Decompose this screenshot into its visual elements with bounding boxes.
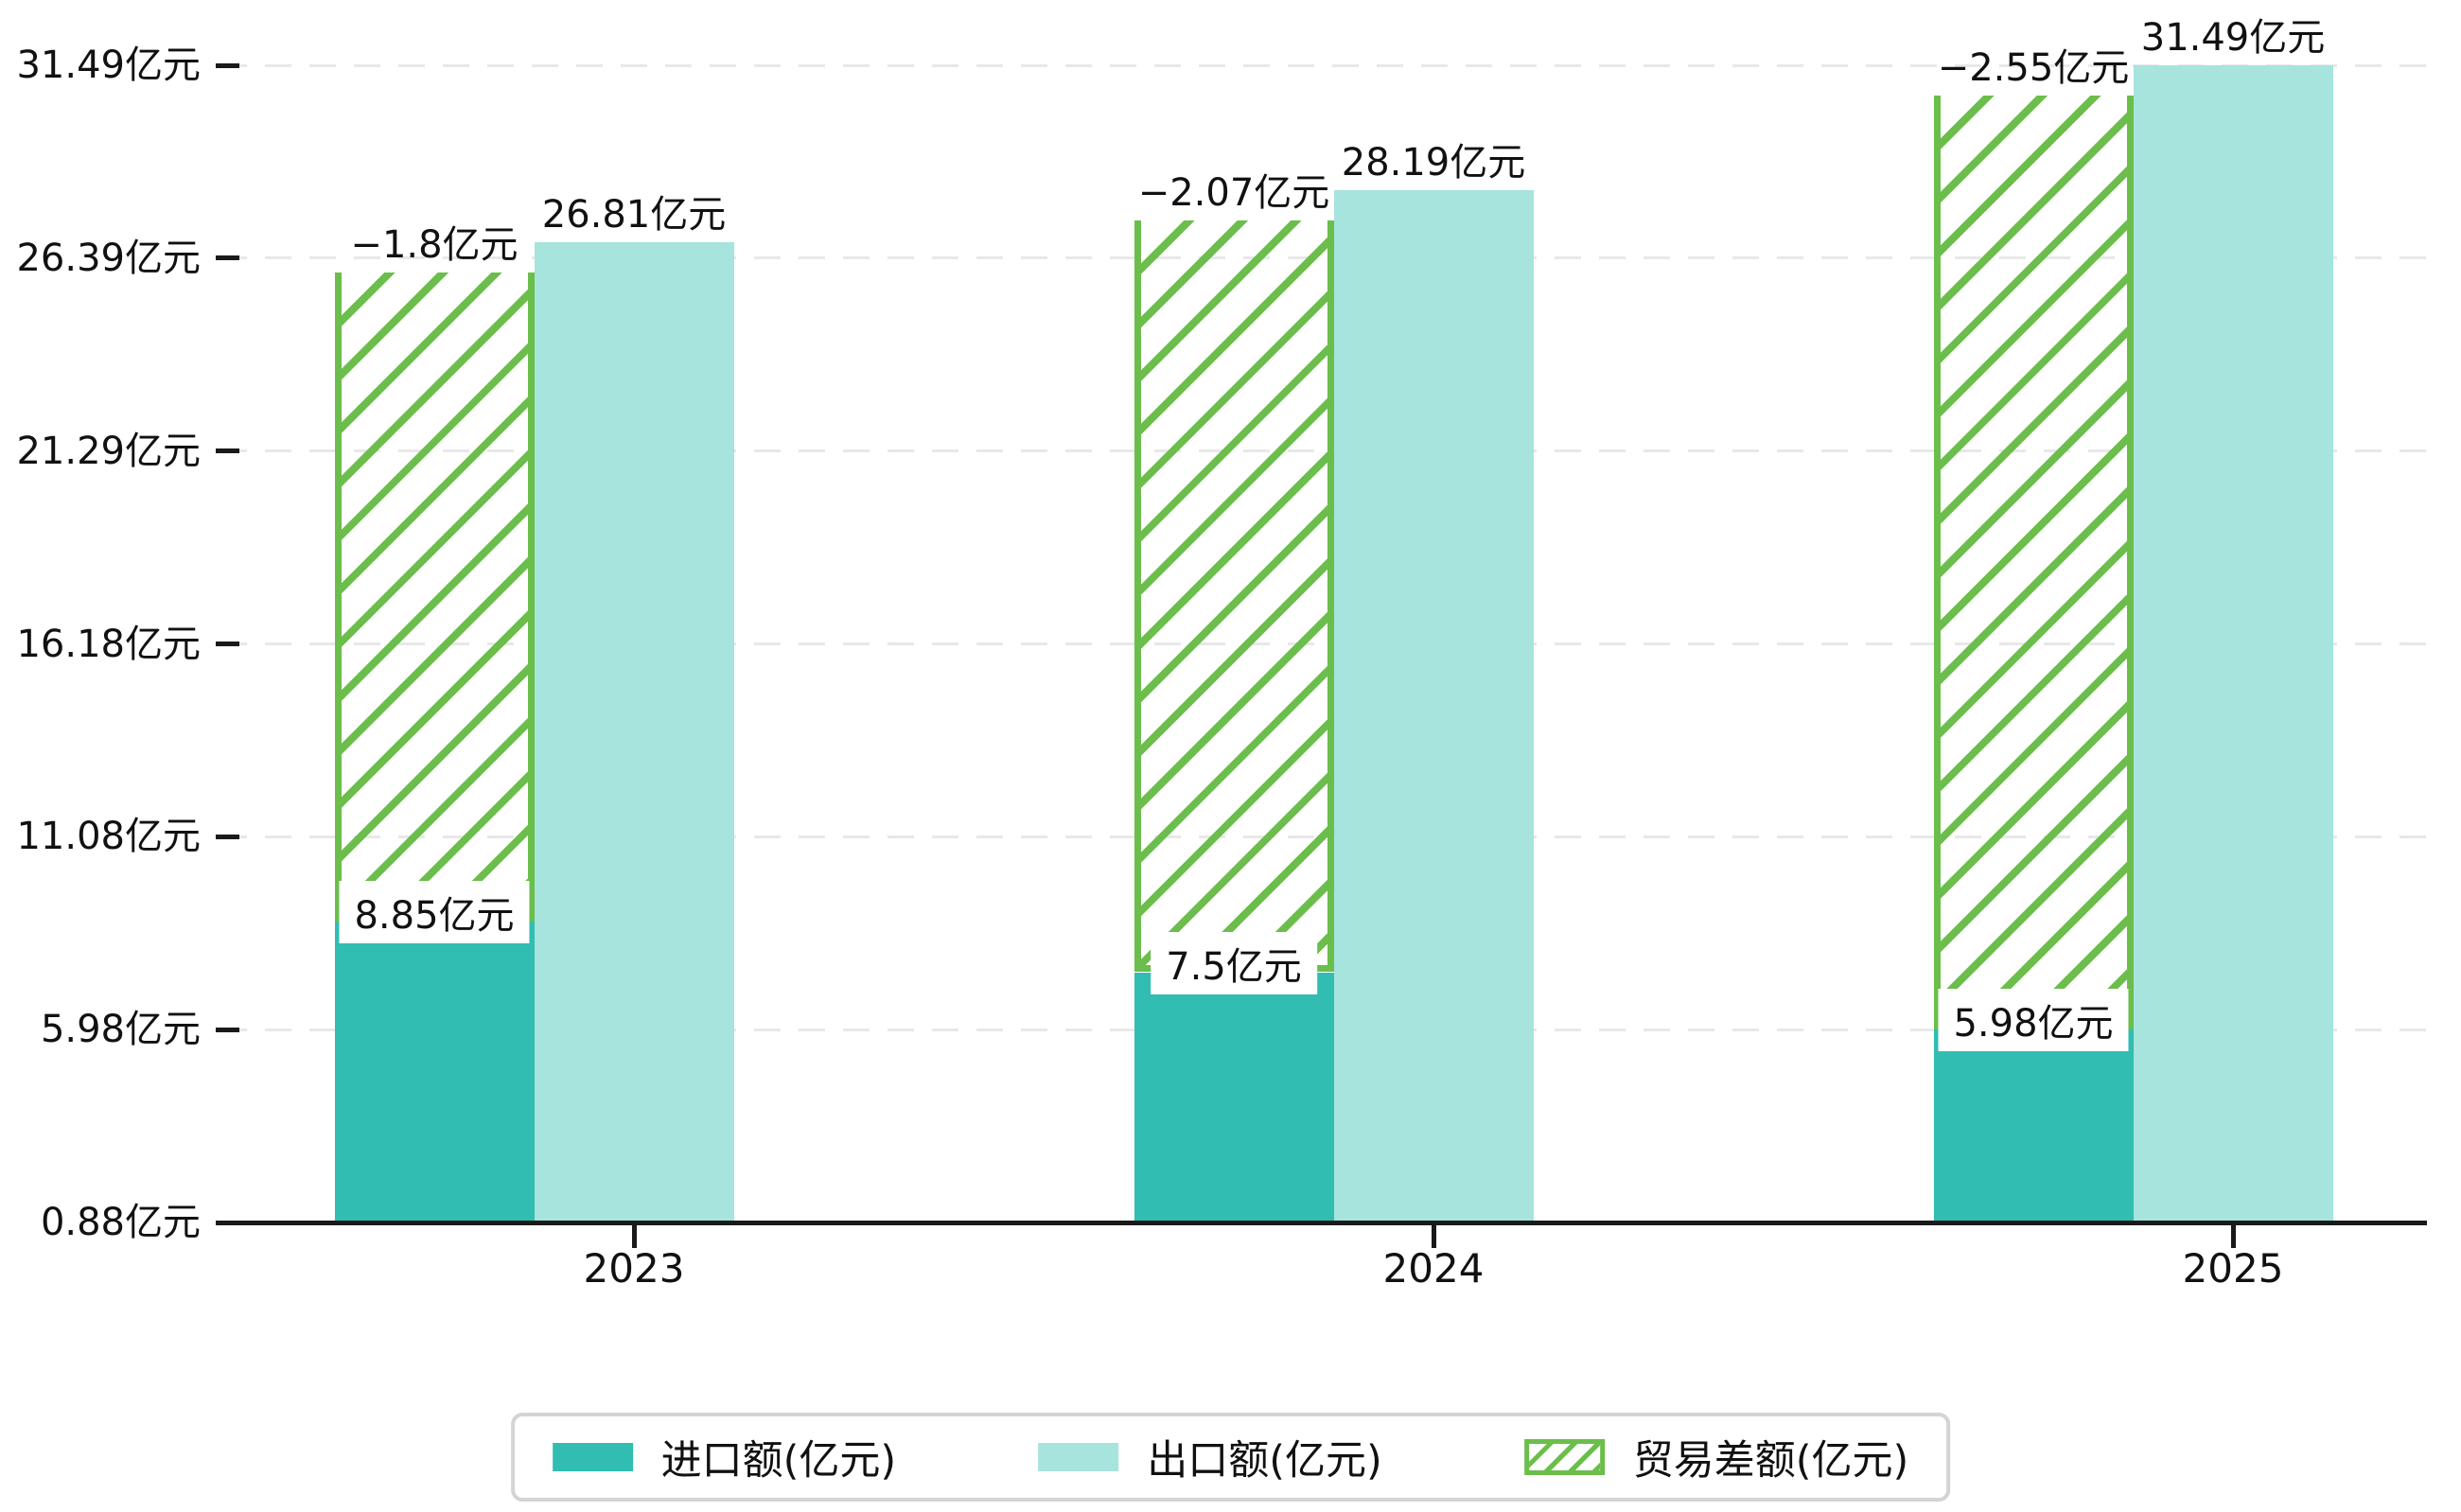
trade-balance-value-label-2025: −2.55亿元 [1937, 46, 2130, 90]
import-value-label-2024: 7.5亿元 [1151, 931, 1317, 994]
export-bar-2025 [2133, 65, 2333, 1222]
x-tick-label: 2023 [583, 1245, 685, 1292]
y-tick-mark [216, 255, 239, 261]
trade-balance-bar-2025 [1933, 96, 2134, 1030]
import-bar-2024 [1134, 972, 1334, 1222]
x-tick-label: 2025 [2182, 1245, 2284, 1292]
x-tick-mark [1431, 1225, 1436, 1248]
y-tick-label: 21.29亿元 [16, 429, 201, 473]
x-tick-mark [2230, 1225, 2236, 1248]
y-tick-label: 31.49亿元 [16, 44, 201, 87]
import-value-label-2025: 5.98亿元 [1938, 989, 2129, 1052]
y-tick-mark [216, 448, 239, 454]
y-tick-label: 11.08亿元 [16, 815, 201, 859]
export-bar-2023 [534, 241, 734, 1222]
y-tick-label: 5.98亿元 [40, 1008, 201, 1052]
trade-balance-bar-2023 [334, 272, 535, 922]
legend-swatch-export [1038, 1443, 1119, 1471]
legend-item-import: 进口额(亿元) [552, 1428, 897, 1486]
import-value-label-2023: 8.85亿元 [339, 880, 530, 943]
y-tick-mark [216, 1027, 239, 1032]
import-bar-2023 [334, 921, 535, 1222]
legend-item-trade-balance: 贸易差额(亿元) [1523, 1428, 1909, 1486]
export-value-label-2024: 28.19亿元 [1341, 140, 1526, 185]
trade-balance-value-label-2023: −1.8亿元 [350, 222, 519, 267]
import-bar-2025 [1933, 1029, 2134, 1222]
legend-swatch-trade-balance [1523, 1439, 1605, 1475]
legend-label-export: 出口额(亿元) [1147, 1437, 1382, 1485]
y-tick-mark [216, 62, 239, 68]
legend-swatch-import [552, 1443, 633, 1471]
y-tick-label: 26.39亿元 [16, 236, 201, 280]
trade-balance-bar-2024 [1134, 220, 1334, 973]
legend-label-import: 进口额(亿元) [660, 1437, 897, 1485]
x-axis-line [220, 1221, 2427, 1225]
trade-balance-value-label-2024: −2.07亿元 [1137, 170, 1330, 215]
y-tick-mark [216, 834, 239, 839]
legend: 进口额(亿元) 出口额(亿元) 贸易差额(亿元) [510, 1413, 1951, 1502]
legend-label-trade-balance: 贸易差额(亿元) [1632, 1437, 1909, 1485]
y-tick-label: 16.18亿元 [16, 622, 201, 666]
export-bar-2024 [1333, 189, 1534, 1222]
y-tick-mark [216, 642, 239, 647]
legend-item-export: 出口额(亿元) [1038, 1428, 1382, 1486]
x-tick-label: 2024 [1382, 1245, 1485, 1292]
y-tick-label: 0.88亿元 [40, 1201, 201, 1244]
x-tick-mark [631, 1225, 637, 1248]
export-value-label-2025: 31.49亿元 [2140, 16, 2326, 60]
export-value-label-2023: 26.81亿元 [541, 192, 727, 237]
gridline [220, 63, 2427, 67]
